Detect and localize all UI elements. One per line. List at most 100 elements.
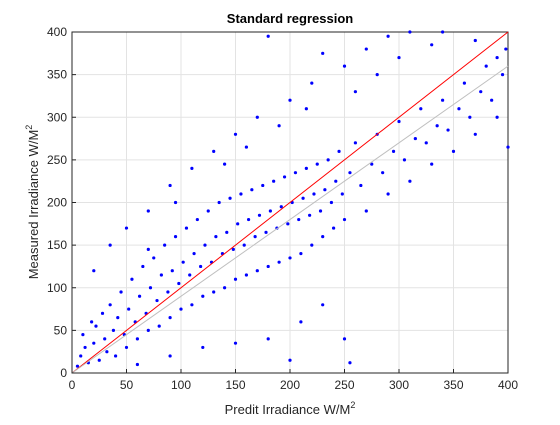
data-point [506, 145, 509, 148]
data-point [348, 361, 351, 364]
data-point [258, 214, 261, 217]
data-point [310, 82, 313, 85]
data-point [182, 261, 185, 264]
data-point [234, 133, 237, 136]
data-point [119, 290, 122, 293]
y-axis-label-text: Measured Irradiance W/M [26, 130, 41, 280]
data-point [312, 192, 315, 195]
data-point [278, 124, 281, 127]
y-tick-label: 50 [54, 323, 68, 337]
data-point [147, 329, 150, 332]
data-point [299, 252, 302, 255]
data-point [278, 261, 281, 264]
data-point [269, 209, 272, 212]
data-point [332, 226, 335, 229]
data-point [83, 346, 86, 349]
data-point [474, 133, 477, 136]
data-point [174, 235, 177, 238]
data-point [112, 329, 115, 332]
data-point [212, 290, 215, 293]
data-point [365, 209, 368, 212]
data-point [250, 188, 253, 191]
data-point [267, 35, 270, 38]
y-tick-label: 250 [47, 153, 67, 167]
data-point [188, 273, 191, 276]
data-point [109, 244, 112, 247]
data-point [436, 124, 439, 127]
data-point [354, 90, 357, 93]
x-tick-label: 200 [280, 378, 300, 392]
data-point [408, 180, 411, 183]
data-point [299, 320, 302, 323]
data-point [452, 150, 455, 153]
data-point [376, 73, 379, 76]
data-point [496, 116, 499, 119]
y-tick-label: 0 [60, 366, 67, 380]
data-point [419, 107, 422, 110]
y-tick-label: 350 [47, 68, 67, 82]
data-point [305, 167, 308, 170]
data-point [234, 278, 237, 281]
data-point [103, 337, 106, 340]
data-point [267, 337, 270, 340]
chart-title: Standard regression [227, 11, 353, 26]
data-point [288, 359, 291, 362]
data-point [319, 209, 322, 212]
data-point [196, 218, 199, 221]
data-point [397, 56, 400, 59]
data-point [288, 99, 291, 102]
data-point [185, 226, 188, 229]
data-point [441, 30, 444, 33]
data-point [160, 273, 163, 276]
data-point [441, 99, 444, 102]
data-point [109, 303, 112, 306]
data-point [264, 231, 267, 234]
data-point [228, 197, 231, 200]
data-point [387, 35, 390, 38]
data-point [283, 175, 286, 178]
data-point [330, 201, 333, 204]
data-point [321, 235, 324, 238]
data-point [321, 52, 324, 55]
data-point [141, 265, 144, 268]
data-point [343, 218, 346, 221]
data-point [321, 303, 324, 306]
data-point [171, 269, 174, 272]
data-point [179, 307, 182, 310]
data-point [397, 120, 400, 123]
data-point [354, 141, 357, 144]
data-point [203, 244, 206, 247]
data-point [381, 171, 384, 174]
data-point [236, 222, 239, 225]
data-point [430, 163, 433, 166]
data-point [308, 214, 311, 217]
data-point [305, 107, 308, 110]
data-point [496, 56, 499, 59]
data-point [408, 30, 411, 33]
data-point [414, 137, 417, 140]
data-point [92, 269, 95, 272]
data-point [387, 192, 390, 195]
data-point [463, 82, 466, 85]
data-point [169, 316, 172, 319]
data-point [169, 184, 172, 187]
data-point [359, 184, 362, 187]
data-point [334, 180, 337, 183]
data-point [90, 320, 93, 323]
data-point [245, 145, 248, 148]
data-point [101, 312, 104, 315]
data-point [348, 171, 351, 174]
data-point [136, 337, 139, 340]
data-point [149, 286, 152, 289]
data-point [272, 180, 275, 183]
data-point [485, 65, 488, 68]
data-point [192, 252, 195, 255]
y-axis-label: Measured Irradiance W/M2 [24, 125, 41, 280]
data-point [79, 354, 82, 357]
x-tick-label: 100 [171, 378, 191, 392]
data-point [403, 158, 406, 161]
x-tick-label: 350 [443, 378, 463, 392]
y-tick-label: 200 [47, 196, 67, 210]
y-tick-label: 100 [47, 281, 67, 295]
